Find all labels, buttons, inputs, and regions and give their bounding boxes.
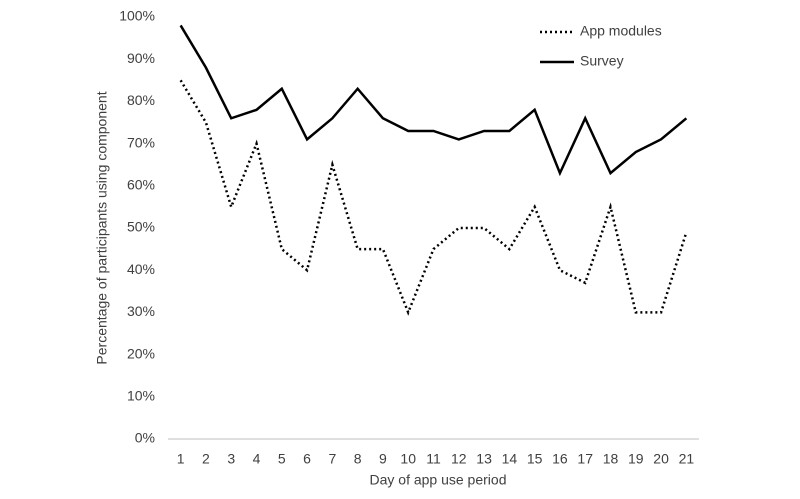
y-tick-label: 100% (119, 8, 155, 24)
line-series (179, 24, 688, 177)
x-tick-label: 13 (476, 451, 492, 467)
y-tick-label: 30% (127, 303, 155, 319)
x-tick-label: 8 (354, 451, 362, 467)
x-tick-label: 6 (303, 451, 311, 467)
x-tick-label: 1 (177, 451, 185, 467)
x-tick-label: 19 (628, 451, 644, 467)
legend-label: Survey (580, 53, 624, 69)
y-tick-label: 80% (127, 92, 155, 108)
x-tick-label: 15 (527, 451, 543, 467)
x-tick-label: 2 (202, 451, 210, 467)
x-tick-label: 11 (426, 451, 441, 467)
x-tick-label: 18 (603, 451, 619, 467)
y-tick-label: 70% (127, 134, 155, 150)
y-tick-label: 0% (135, 430, 155, 446)
y-tick-label: 40% (127, 261, 155, 277)
x-tick-label: 17 (577, 451, 593, 467)
x-tick-label: 21 (679, 451, 695, 467)
x-tick-label: 4 (253, 451, 261, 467)
x-tick-label: 14 (502, 451, 518, 467)
legend-label: App modules (580, 23, 662, 39)
line-series (179, 79, 688, 316)
y-tick-label: 10% (127, 388, 155, 404)
x-tick-label: 10 (400, 451, 416, 467)
x-tick-label: 3 (227, 451, 235, 467)
y-tick-label: 20% (127, 345, 155, 361)
x-tick-label: 7 (328, 451, 336, 467)
x-tick-label: 16 (552, 451, 568, 467)
y-tick-label: 50% (127, 219, 155, 235)
x-tick-label: 5 (278, 451, 286, 467)
y-tick-label: 60% (127, 177, 155, 193)
x-tick-label: 20 (653, 451, 669, 467)
x-tick-label: 9 (379, 451, 387, 467)
y-tick-label: 90% (127, 50, 155, 66)
x-tick-label: 12 (451, 451, 467, 467)
x-axis-label: Day of app use period (370, 472, 507, 488)
y-axis-label: Percentage of participants using compone… (94, 91, 110, 364)
